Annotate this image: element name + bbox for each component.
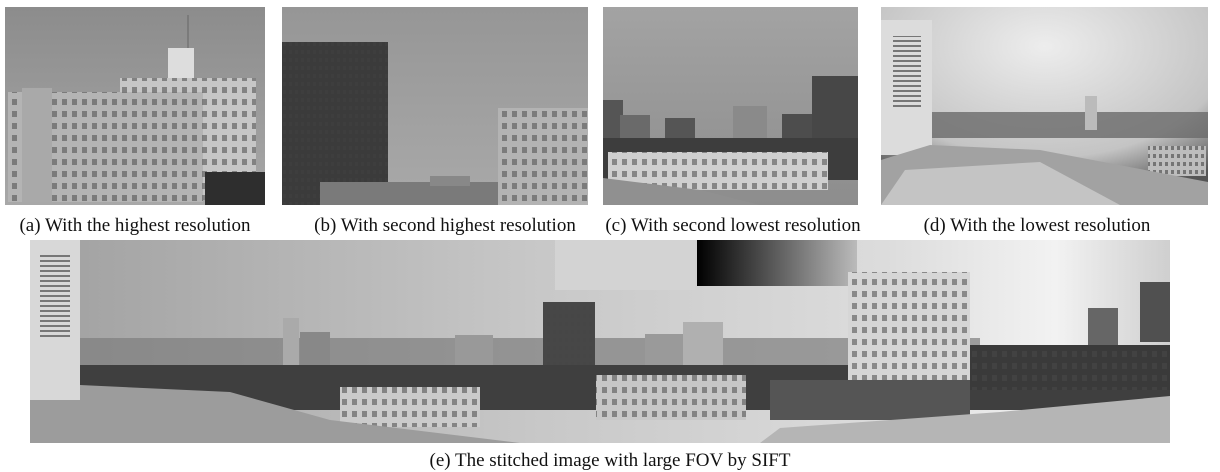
photo-shape [340,387,480,427]
photo-e [30,240,1170,443]
photo-shape [733,106,767,140]
photo-b [282,7,588,205]
photo-shape [782,114,812,140]
photo-shape [930,112,1208,138]
caption-b: (b) With second highest resolution [314,215,576,236]
photo-shape [848,272,970,384]
photo-shape [683,322,723,368]
caption-d: (d) With the lowest resolution [924,215,1151,236]
caption-c: (c) With second lowest resolution [605,215,861,236]
figure: (a) With the highest resolution (b) With… [0,0,1220,472]
photo-shape [970,345,1170,390]
photo-shape [205,172,265,205]
photo-shape [1148,146,1206,176]
photo-shape [620,115,650,140]
photo-shape [430,176,470,186]
photo-shape [697,240,857,286]
photo-a [5,7,265,205]
photo-shape [168,48,194,82]
photo-shape [543,302,595,372]
photo-shape [812,76,858,140]
photo-shape [1085,96,1097,130]
caption-e: (e) The stitched image with large FOV by… [430,450,791,471]
photo-shape [596,375,746,420]
photo-d [881,7,1208,205]
photo-c [603,7,858,205]
photo-shape [1140,282,1170,342]
photo-shape [893,36,921,110]
photo-shape [665,118,695,140]
photo-shape [80,338,980,368]
photo-shape [22,88,52,202]
photo-shape [320,182,498,205]
photo-shape [40,252,70,338]
photo-shape [283,318,299,366]
photo-shape [770,380,970,420]
photo-shape [300,332,330,366]
photo-shape [498,108,588,205]
body: (a) With the highest resolution (b) With… [0,0,1220,472]
page: Figure {"panels": [ {"caption": "(a) Wit… [0,0,1220,472]
photo-shape [555,240,695,290]
photo-shape [282,42,388,205]
caption-a: (a) With the highest resolution [19,215,251,236]
photo-shape [1088,308,1118,348]
